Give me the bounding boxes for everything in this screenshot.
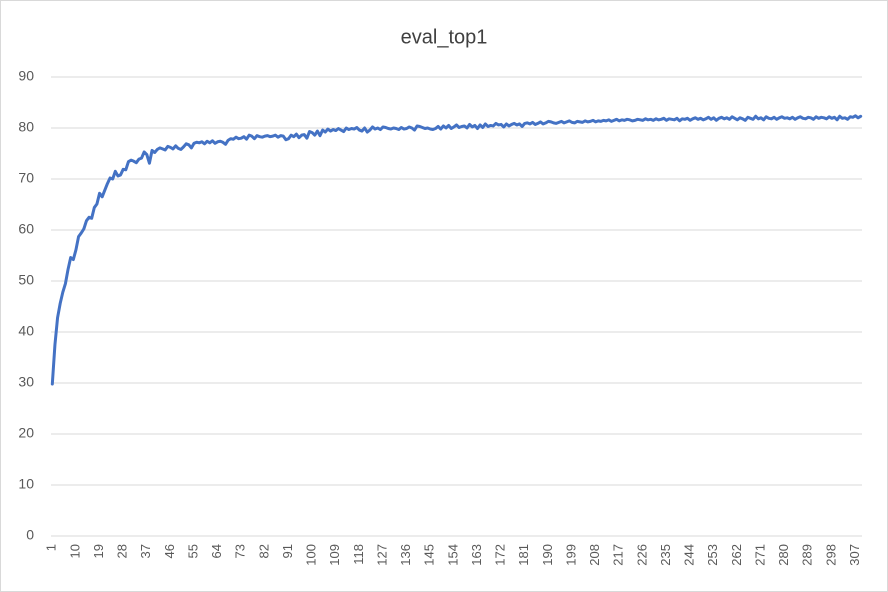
- x-tick-label: 46: [162, 544, 177, 558]
- x-tick-label: 190: [540, 544, 555, 566]
- x-tick-label: 217: [611, 544, 626, 566]
- y-tick-label: 50: [18, 272, 34, 288]
- x-tick-label: 1: [44, 544, 59, 551]
- x-tick-label: 136: [398, 544, 413, 566]
- y-tick-label: 40: [18, 323, 34, 339]
- x-tick-label: 118: [351, 544, 366, 565]
- x-tick-label: 199: [563, 544, 578, 566]
- x-tick-label: 82: [256, 544, 271, 558]
- x-tick-label: 91: [280, 544, 295, 558]
- x-tick-label: 289: [800, 544, 815, 566]
- x-tick-label: 10: [67, 544, 82, 558]
- x-tick-label: 28: [115, 544, 130, 558]
- y-tick-label: 10: [18, 476, 34, 492]
- x-tick-label: 262: [729, 544, 744, 566]
- y-tick-label: 90: [18, 68, 34, 84]
- x-tick-label: 307: [847, 544, 862, 566]
- y-tick-label: 20: [18, 425, 34, 441]
- x-tick-label: 19: [91, 544, 106, 558]
- x-tick-label: 244: [682, 544, 697, 566]
- y-tick-label: 0: [26, 527, 34, 543]
- x-tick-label: 271: [752, 544, 767, 566]
- x-tick-label: 100: [304, 544, 319, 566]
- x-tick-label: 235: [658, 544, 673, 566]
- x-tick-label: 253: [705, 544, 720, 566]
- x-tick-label: 127: [374, 544, 389, 566]
- x-tick-label: 109: [327, 544, 342, 566]
- y-tick-label: 30: [18, 374, 34, 390]
- chart-title: eval_top1: [401, 26, 488, 48]
- x-tick-label: 64: [209, 544, 224, 558]
- x-tick-label: 298: [823, 544, 838, 566]
- data-line: [50, 114, 863, 386]
- x-tick-label: 208: [587, 544, 602, 566]
- x-tick-label: 163: [469, 544, 484, 566]
- y-tick-label: 70: [18, 170, 34, 186]
- x-tick-label: 181: [516, 544, 531, 566]
- x-tick-label: 154: [445, 544, 460, 566]
- x-tick-label: 37: [138, 544, 153, 558]
- x-tick-label: 172: [493, 544, 508, 566]
- x-tick-label: 145: [422, 544, 437, 566]
- x-tick-label: 226: [634, 544, 649, 566]
- x-tick-label: 55: [185, 544, 200, 558]
- y-tick-label: 60: [18, 221, 34, 237]
- x-tick-label: 280: [776, 544, 791, 566]
- y-tick-label: 80: [18, 119, 34, 135]
- x-tick-label: 73: [233, 544, 248, 558]
